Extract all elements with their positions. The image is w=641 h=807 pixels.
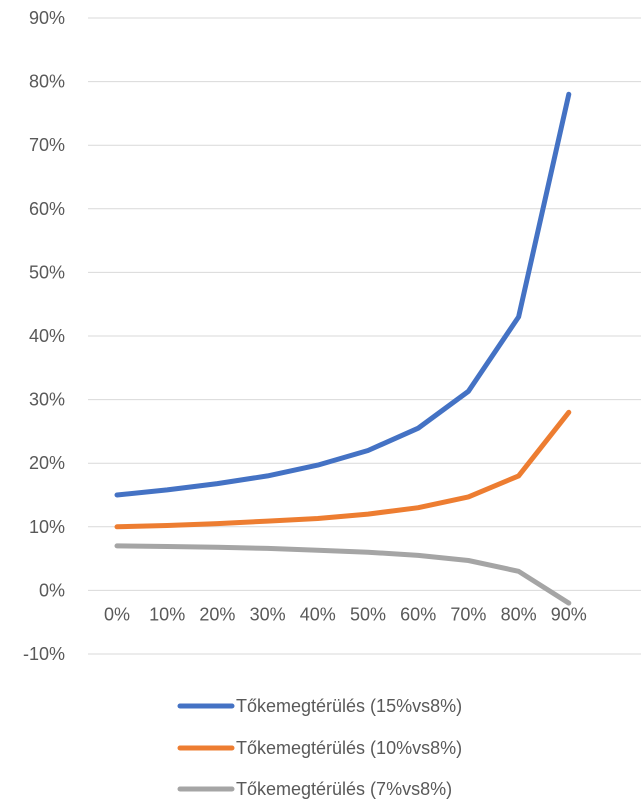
gridlines [88, 17, 641, 655]
x-tick-label: 0% [104, 604, 130, 624]
x-tick-label: 10% [149, 604, 185, 624]
y-tick-label: 70% [29, 135, 65, 155]
y-tick-label: 20% [29, 453, 65, 473]
x-tick-label: 70% [450, 604, 486, 624]
series-line-3 [114, 543, 572, 606]
y-tick-label: 80% [29, 72, 65, 92]
x-tick-label: 20% [199, 604, 235, 624]
y-tick-label: 10% [29, 517, 65, 537]
x-axis-tick-labels: 0% 10% 20% 30% 40% 50% 60% 70% 80% 90% [104, 604, 587, 624]
x-tick-label: 50% [350, 604, 386, 624]
x-tick-label: 80% [501, 604, 537, 624]
y-axis-tick-labels: -10% 0% 10% 20% 30% 40% 50% 60% 70% 80% 90% [23, 8, 65, 664]
y-tick-label: 90% [29, 8, 65, 28]
y-tick-label: 60% [29, 199, 65, 219]
legend-label-3: Tőkemegtérülés (7%vs8%) [236, 779, 452, 799]
series-line-1 [114, 91, 572, 498]
series-line-2 [114, 409, 572, 530]
x-tick-label: 90% [551, 604, 587, 624]
x-tick-label: 30% [250, 604, 286, 624]
x-tick-label: 40% [300, 604, 336, 624]
legend-label-1: Tőkemegtérülés (15%vs8%) [236, 696, 462, 716]
series-lines [114, 91, 572, 606]
legend: Tőkemegtérülés (15%vs8%) Tőkemegtérülés (… [177, 696, 462, 799]
y-tick-label: 0% [39, 580, 65, 600]
y-tick-label: 30% [29, 390, 65, 410]
y-tick-label: 40% [29, 326, 65, 346]
legend-label-2: Tőkemegtérülés (10%vs8%) [236, 738, 462, 758]
x-tick-label: 60% [400, 604, 436, 624]
y-tick-label: -10% [23, 644, 65, 664]
y-tick-label: 50% [29, 262, 65, 282]
